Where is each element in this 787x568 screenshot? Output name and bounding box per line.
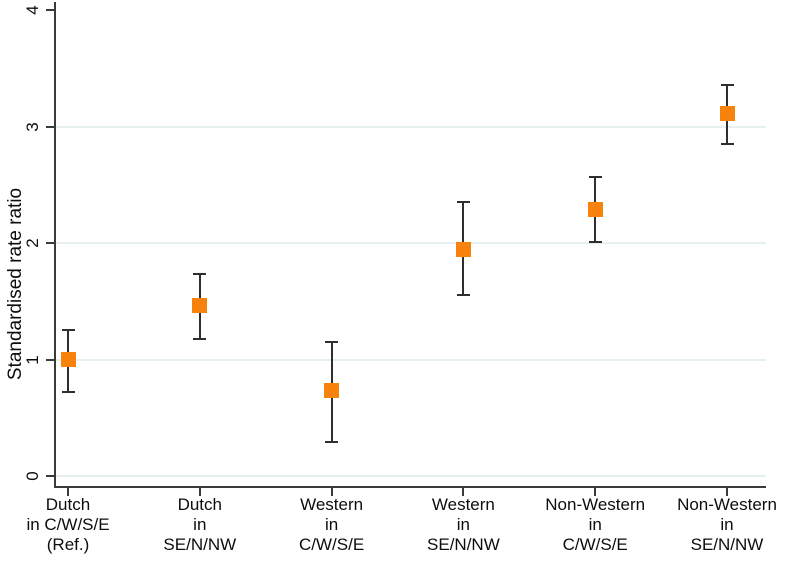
x-category-label: Dutch in C/W/S/E (Ref.): [0, 495, 143, 555]
y-tick-label: 0: [23, 471, 42, 481]
x-category-label-line: SE/N/NW: [427, 535, 500, 554]
data-point-marker: [719, 106, 735, 122]
y-tick-mark: [46, 358, 54, 361]
x-category-label: Non-Western in C/W/S/E: [520, 495, 670, 555]
error-bar-cap-top: [720, 83, 734, 86]
y-gridline: [56, 358, 766, 361]
y-axis-line: [54, 2, 56, 488]
error-bar-cap-bottom: [456, 294, 470, 297]
x-category-label-line: in: [456, 515, 470, 534]
y-tick-mark: [46, 125, 54, 128]
x-tick-mark: [67, 488, 69, 496]
x-category-label-line: Non-Western: [677, 495, 777, 514]
data-point-marker: [60, 352, 76, 367]
y-tick-label: 4: [23, 5, 42, 15]
x-category-label-line: Western: [431, 495, 495, 514]
error-bar-cap-bottom: [720, 142, 734, 145]
x-tick-mark: [726, 488, 728, 496]
x-category-label-line: C/W/S/E: [562, 535, 628, 554]
data-point-marker: [192, 298, 208, 314]
x-category-label-line: C/W/S/E: [299, 535, 365, 554]
error-bar-cap-bottom: [588, 240, 602, 243]
x-category-label-line: (Ref.): [46, 535, 90, 554]
y-tick-mark: [46, 9, 54, 11]
error-bar-cap-top: [193, 273, 207, 276]
x-category-label-line: Non-Western: [545, 495, 646, 514]
x-category-label: Western in C/W/S/E: [257, 495, 407, 555]
x-category-label-line: SE/N/NW: [690, 535, 764, 554]
x-category-label-line: SE/N/NW: [163, 535, 237, 554]
error-bar-cap-bottom: [61, 391, 75, 394]
y-tick-mark: [46, 242, 54, 244]
y-axis-title: Standardised rate ratio: [5, 187, 26, 381]
x-tick-mark: [462, 488, 465, 496]
y-tick-mark: [46, 475, 54, 477]
x-category-label: Non-Western in SE/N/NW: [652, 495, 787, 555]
error-bar-cap-top: [588, 175, 602, 178]
error-bar-cap-bottom: [193, 337, 207, 340]
x-category-label-line: in: [324, 515, 339, 534]
x-category-label-line: in C/W/S/E: [26, 515, 110, 534]
y-gridline: [56, 475, 766, 477]
error-bar-cap-top: [456, 201, 470, 204]
x-category-label-line: in: [588, 515, 602, 534]
error-bar-cap-top: [325, 341, 339, 344]
x-tick-mark: [198, 488, 201, 496]
y-tick-label: 1: [23, 354, 42, 365]
x-category-label-line: in: [720, 515, 734, 534]
x-tick-mark: [330, 488, 333, 496]
x-axis-line: [54, 486, 766, 488]
data-point-marker: [324, 383, 340, 399]
y-gridline: [56, 242, 766, 244]
y-tick-label: 2: [23, 238, 42, 248]
y-tick-label: 3: [23, 121, 42, 132]
error-bar-cap-top: [61, 329, 75, 332]
x-category-label-line: Dutch: [45, 495, 91, 514]
x-category-label: Dutch in SE/N/NW: [125, 495, 275, 555]
x-category-label-line: Dutch: [177, 495, 222, 514]
x-category-label-line: Western: [300, 495, 364, 514]
y-gridline: [56, 125, 766, 128]
data-point-marker: [587, 201, 603, 217]
x-tick-mark: [594, 488, 597, 496]
x-category-label: Western in SE/N/NW: [388, 495, 538, 555]
x-category-label-line: in: [193, 515, 207, 534]
error-bar-cap-bottom: [325, 441, 339, 444]
data-point-marker: [455, 242, 471, 258]
